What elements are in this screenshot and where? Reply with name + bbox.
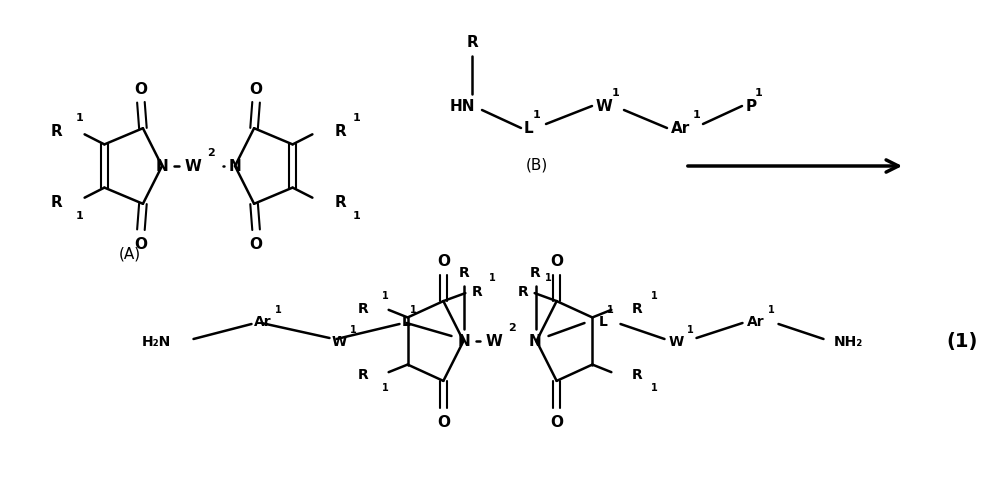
Text: O: O xyxy=(250,237,263,252)
Text: (B): (B) xyxy=(526,157,548,172)
Text: R: R xyxy=(631,367,642,381)
Text: 1: 1 xyxy=(768,305,775,314)
Text: NH₂: NH₂ xyxy=(834,334,863,348)
Text: L: L xyxy=(524,121,534,136)
Text: O: O xyxy=(437,414,450,429)
Text: 1: 1 xyxy=(353,113,360,123)
Text: R: R xyxy=(358,367,369,381)
Text: H₂N: H₂N xyxy=(142,334,171,348)
Text: 2: 2 xyxy=(508,322,516,332)
Text: R: R xyxy=(358,301,369,315)
Text: Ar: Ar xyxy=(253,314,271,328)
Text: 1: 1 xyxy=(651,290,658,300)
Text: 1: 1 xyxy=(693,110,701,120)
Text: W: W xyxy=(331,334,347,348)
Text: W: W xyxy=(596,99,613,114)
Text: 1: 1 xyxy=(755,88,763,98)
Text: R: R xyxy=(334,124,346,139)
Text: 1: 1 xyxy=(687,324,694,334)
Text: 1: 1 xyxy=(410,305,417,314)
Text: 1: 1 xyxy=(533,110,541,120)
Text: 1: 1 xyxy=(612,88,620,98)
Text: O: O xyxy=(250,82,263,97)
Text: R: R xyxy=(51,195,63,210)
Text: 2: 2 xyxy=(207,148,214,158)
Text: 1: 1 xyxy=(545,273,552,283)
Text: O: O xyxy=(550,254,563,269)
Text: N: N xyxy=(156,159,168,174)
Text: (A): (A) xyxy=(119,246,141,261)
Text: O: O xyxy=(134,237,147,252)
Text: 1: 1 xyxy=(353,210,360,220)
Text: R: R xyxy=(530,266,541,280)
Text: 1: 1 xyxy=(382,382,389,392)
Text: L: L xyxy=(598,314,607,328)
Text: 1: 1 xyxy=(76,210,83,220)
Text: R: R xyxy=(466,36,478,51)
Text: L: L xyxy=(401,314,410,328)
Text: W: W xyxy=(185,159,201,174)
Text: HN: HN xyxy=(449,99,475,114)
Text: W: W xyxy=(668,334,684,348)
Text: W: W xyxy=(486,334,503,349)
Text: 1: 1 xyxy=(489,273,496,283)
Text: R: R xyxy=(334,195,346,210)
Text: O: O xyxy=(134,82,147,97)
Text: R: R xyxy=(459,266,470,280)
Text: O: O xyxy=(437,254,450,269)
Text: Ar: Ar xyxy=(747,314,764,328)
Text: O: O xyxy=(550,414,563,429)
Text: 1: 1 xyxy=(382,290,389,300)
Text: 1: 1 xyxy=(275,305,282,314)
Text: N: N xyxy=(229,159,241,174)
Text: R: R xyxy=(631,301,642,315)
Text: R: R xyxy=(51,124,63,139)
Text: 1: 1 xyxy=(76,113,83,123)
Text: 1: 1 xyxy=(651,382,658,392)
Text: Ar: Ar xyxy=(671,121,690,136)
Text: N: N xyxy=(529,334,542,349)
Text: N: N xyxy=(458,334,471,349)
Text: (1): (1) xyxy=(946,332,978,351)
Text: R: R xyxy=(471,285,482,299)
Text: R: R xyxy=(518,285,529,299)
Text: P: P xyxy=(746,99,757,114)
Text: 1: 1 xyxy=(607,305,614,314)
Text: 1: 1 xyxy=(350,324,357,334)
